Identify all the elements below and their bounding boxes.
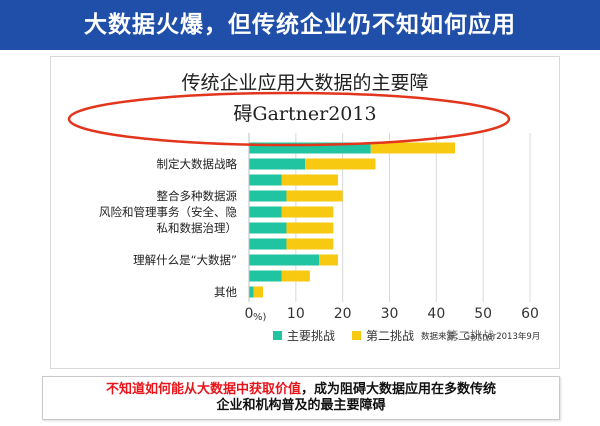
conclusion-rest: ，成为阻碍大数据应用在多数传统	[301, 382, 497, 397]
x-tick-label: 50	[474, 306, 492, 322]
bar-primary	[249, 206, 282, 218]
chart-title-line2: 碍Gartner2013	[233, 103, 376, 125]
bar-primary	[249, 238, 287, 250]
chart-title-line1: 传统企业应用大数据的主要障	[181, 72, 428, 94]
bar-primary	[249, 222, 287, 234]
bar-primary	[249, 158, 306, 170]
bar-secondary	[286, 190, 343, 202]
bar-secondary	[281, 174, 338, 186]
page-title: 大数据火爆，但传统企业仍不知如何应用	[84, 12, 516, 38]
bar-secondary	[286, 222, 334, 234]
conclusion-line2: 企业和机构普及的最主要障碍	[216, 398, 386, 413]
conclusion-text: 不知道如何能从大数据中获取价值，成为阻碍大数据应用在多数传统 企业和机构普及的最…	[43, 382, 559, 414]
category-label: 风险和管理事务（安全、隐	[99, 205, 237, 219]
bar-secondary	[319, 254, 338, 266]
bar-secondary	[305, 158, 376, 170]
bar-primary	[249, 254, 320, 266]
bar-primary	[249, 190, 287, 202]
bar-secondary	[370, 142, 456, 154]
x-tick-label: 40	[427, 306, 445, 322]
legend-label-secondary: 第二挑战	[366, 329, 414, 343]
bar-primary	[249, 174, 282, 186]
x-tick-label: 20	[334, 306, 352, 322]
x-tick-label: 0	[245, 306, 254, 322]
source-note: 数据来源：Gartner2013年9月	[421, 331, 540, 342]
category-label: 理解什么是“大数据”	[133, 253, 237, 267]
x-tick-label: 60	[521, 306, 539, 322]
conclusion-highlight: 不知道如何能从大数据中获取价值	[105, 382, 301, 397]
legend-label-extra: 第二挑战	[446, 329, 494, 343]
legend-label-primary: 主要挑战	[287, 329, 335, 343]
bar-primary	[249, 142, 371, 154]
chart-frame: 传统企业应用大数据的主要障 碍Gartner2013 制定大数据战略 整合多种数据源风…	[50, 56, 560, 369]
conclusion-box: 不知道如何能从大数据中获取价值，成为阻碍大数据应用在多数传统 企业和机构普及的最…	[42, 376, 560, 420]
title-banner	[0, 0, 600, 50]
bar-primary	[249, 286, 254, 298]
legend-swatch-primary	[273, 331, 282, 340]
category-label: 私和数据治理）	[157, 221, 238, 235]
bar-secondary	[286, 238, 334, 250]
unit-label: %)	[253, 312, 267, 323]
category-label: 整合多种数据源	[157, 189, 238, 203]
bar-secondary	[281, 206, 334, 218]
bar-secondary	[253, 286, 264, 298]
bar-primary	[249, 270, 282, 282]
bar-secondary	[281, 270, 310, 282]
category-label: 制定大数据战略	[157, 157, 238, 171]
legend-swatch-secondary	[352, 331, 361, 340]
category-label: 其他	[214, 285, 237, 299]
x-tick-label: 10	[287, 306, 305, 322]
x-tick-label: 30	[381, 306, 399, 322]
highlight-ellipse	[67, 91, 511, 147]
